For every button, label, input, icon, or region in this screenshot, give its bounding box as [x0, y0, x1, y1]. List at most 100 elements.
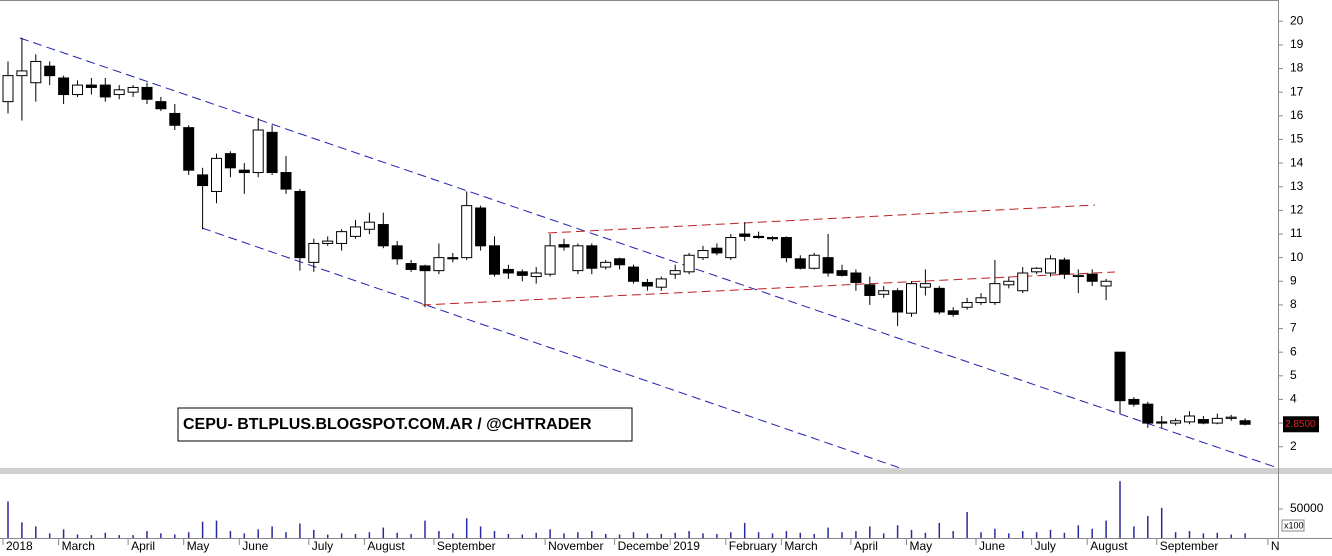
volume-bar — [118, 535, 120, 538]
candle-body — [377, 224, 389, 247]
candle-body — [58, 77, 70, 96]
candle-body — [113, 89, 125, 96]
candle-body — [878, 290, 890, 295]
volume-bar — [855, 531, 857, 538]
volume-bar — [813, 533, 815, 538]
volume-bar — [896, 525, 899, 538]
candle-body — [1086, 273, 1098, 282]
volume-bar — [549, 529, 551, 538]
volume-bar — [1230, 534, 1232, 538]
volume-bar — [994, 528, 996, 538]
candle-body — [516, 271, 528, 276]
x-tick-label: February — [729, 539, 777, 553]
price-box — [1283, 416, 1319, 433]
x-tick-label: September — [437, 539, 496, 553]
candle-body — [169, 112, 181, 126]
candle-body — [238, 169, 250, 174]
annotation-box — [177, 407, 633, 442]
candle-body — [1156, 421, 1168, 424]
volume-bar — [938, 522, 941, 538]
candle-body — [544, 245, 556, 275]
volume-bar — [187, 532, 190, 538]
candle-body — [586, 245, 598, 269]
candle-body — [794, 258, 806, 269]
candle-body — [141, 86, 153, 100]
candle-body — [572, 245, 584, 272]
volume-bar — [1008, 533, 1010, 538]
x-tick-label: Decembe — [618, 539, 670, 553]
candle-body — [280, 172, 292, 190]
x-tick-label: April — [131, 539, 155, 553]
volume-bar — [535, 532, 537, 538]
volume-bar — [1119, 481, 1121, 538]
volume-bar — [438, 531, 440, 538]
y-tick-label: 5 — [1290, 368, 1297, 382]
candle-body — [1184, 415, 1195, 423]
volume-bar — [35, 526, 37, 538]
candle-body — [600, 261, 612, 268]
x-tick-label: March — [784, 539, 817, 553]
volume-bar — [271, 526, 273, 538]
candle-body — [183, 127, 195, 171]
candle-body — [1197, 419, 1209, 424]
volume-bar — [632, 532, 635, 538]
candle-body — [906, 283, 917, 314]
candle-body — [1031, 267, 1043, 273]
y-tick-label: 16 — [1290, 108, 1304, 122]
candle-body — [864, 284, 876, 296]
candle-body — [919, 283, 931, 288]
candle-body — [461, 205, 473, 259]
candle-body — [947, 310, 959, 315]
volume-bar — [1035, 532, 1038, 538]
y-tick-label: 2 — [1290, 439, 1297, 453]
y-tick-label: 50000 — [1290, 501, 1324, 515]
candle-body — [308, 242, 320, 263]
volume-bar — [132, 535, 134, 538]
axis-unit: x100 — [1284, 520, 1304, 530]
candle-body — [892, 290, 904, 313]
y-tick-label: 13 — [1290, 179, 1304, 193]
volume-bar — [757, 532, 760, 538]
volume-bar — [563, 533, 565, 538]
volume-bar — [340, 533, 343, 538]
volume-bar — [869, 526, 871, 538]
x-tick-label: August — [367, 539, 405, 553]
candle-body — [211, 157, 222, 192]
volume-bar — [285, 532, 287, 538]
candle-body — [1017, 272, 1029, 292]
volume-bar — [882, 533, 885, 538]
volume-bar — [1105, 520, 1107, 538]
volume-bar — [160, 533, 162, 538]
volume-bar — [577, 532, 579, 538]
candle-body — [1100, 280, 1112, 287]
y-tick-label: 17 — [1290, 84, 1304, 98]
candle-body — [1239, 420, 1251, 425]
x-tick-label: June — [242, 539, 268, 553]
y-tick-label: 12 — [1290, 203, 1304, 217]
volume-bar — [146, 531, 148, 538]
volume-bar — [966, 511, 968, 538]
volume-bar — [1091, 528, 1093, 538]
volume-bar — [771, 533, 774, 538]
candle-body — [1142, 403, 1154, 424]
volume-bar — [1021, 531, 1024, 538]
volume-bar — [424, 520, 426, 538]
trend-line — [547, 204, 1096, 234]
candle-body — [1072, 274, 1084, 278]
volume-bar — [674, 532, 676, 538]
x-tick-label: August — [1090, 539, 1128, 553]
candle-body — [350, 226, 361, 237]
candle-body — [391, 245, 403, 260]
candle-body — [1003, 280, 1015, 286]
volume-bar — [174, 534, 176, 538]
volume-bar — [910, 529, 913, 538]
y-tick-label: 14 — [1290, 155, 1304, 169]
candle-body — [363, 221, 375, 230]
volume-bar — [702, 533, 704, 538]
candle-body — [808, 254, 820, 269]
volume-bar — [591, 531, 593, 538]
trend-line — [201, 227, 901, 469]
candle-body — [1114, 351, 1126, 402]
volume-bar — [1174, 532, 1177, 538]
volume-bar — [1077, 525, 1080, 538]
